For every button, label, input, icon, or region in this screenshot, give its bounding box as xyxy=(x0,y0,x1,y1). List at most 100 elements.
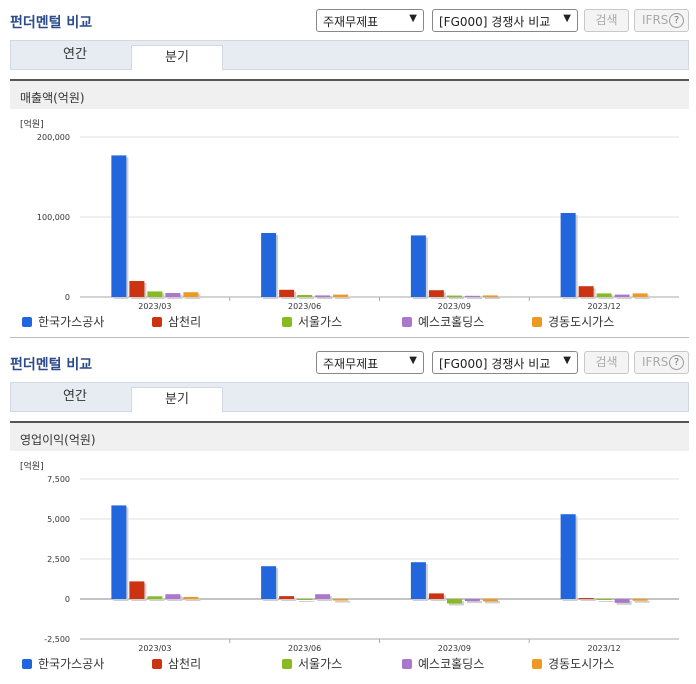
tab-quarterly[interactable]: 분기 xyxy=(131,45,223,71)
compare-select[interactable]: [FG000] 경쟁사 비교 ▼ xyxy=(432,351,578,374)
tab-quarterly[interactable]: 분기 xyxy=(131,387,223,413)
legend-label: 예스코홀딩스 xyxy=(418,315,485,329)
divider xyxy=(10,337,689,338)
x-tick-label: 2023/03 xyxy=(138,644,171,653)
legend-item[interactable]: 한국가스공사 xyxy=(22,313,104,330)
legend-label: 경동도시가스 xyxy=(548,657,615,671)
legend-item[interactable]: 예스코홀딩스 xyxy=(402,313,484,330)
ifrs-label: IFRS xyxy=(642,13,669,27)
bar xyxy=(315,295,331,297)
statement-select[interactable]: 주재무제표 ▼ xyxy=(316,351,424,374)
bar xyxy=(333,294,349,297)
chart-title: 영업이익(억원) xyxy=(20,433,96,447)
bar-shadow xyxy=(448,297,464,299)
bar xyxy=(464,295,480,297)
bar-shadow xyxy=(335,601,351,603)
bar xyxy=(111,505,127,599)
bar xyxy=(596,293,612,297)
legend-item[interactable]: 경동도시가스 xyxy=(532,655,614,672)
y-tick-label: 200,000 xyxy=(37,133,70,142)
legend-swatch xyxy=(402,317,412,327)
bar xyxy=(560,514,576,599)
bar xyxy=(129,281,145,297)
x-tick-label: 2023/06 xyxy=(288,644,321,653)
operating-profit-bar-chart: [억원] -2,500 0 2,500 5,000 7,500 2023/03 2023/06… xyxy=(20,460,679,653)
bar xyxy=(129,581,145,599)
revenue-bar-chart: [억원] 0 100,000 200,000 2023/03 2023/06 2023/09… xyxy=(20,118,679,311)
legend-label: 삼천리 xyxy=(168,315,202,329)
bar xyxy=(578,286,594,297)
x-tick-label: 2023/06 xyxy=(288,302,321,311)
bar xyxy=(165,594,181,599)
statement-select[interactable]: 주재무제표 ▼ xyxy=(316,9,424,32)
bar-shadow xyxy=(299,601,315,602)
chevron-down-icon: ▼ xyxy=(409,355,417,366)
legend-swatch xyxy=(152,659,162,669)
legend-item[interactable]: 경동도시가스 xyxy=(532,313,614,330)
y-tick-label: 7,500 xyxy=(47,475,70,484)
help-icon: ? xyxy=(669,355,684,370)
y-tick-label: -2,500 xyxy=(44,635,70,644)
period-tabs: 연간 분기 xyxy=(10,382,689,413)
statement-select-value: 주재무제표 xyxy=(323,357,379,371)
bar-shadow xyxy=(580,600,596,602)
x-tick-label: 2023/12 xyxy=(588,302,621,311)
legend-item[interactable]: 한국가스공사 xyxy=(22,655,104,672)
chevron-down-icon: ▼ xyxy=(563,13,571,24)
bar-shadow xyxy=(335,296,351,299)
legend-label: 한국가스공사 xyxy=(38,657,105,671)
bar xyxy=(428,290,444,297)
bar xyxy=(632,599,648,601)
bar xyxy=(111,155,127,297)
fundamental-section-revenue: 펀더멘털 비교 주재무제표 ▼ [FG000] 경쟁사 비교 ▼ 검색 IFRS… xyxy=(10,9,689,338)
bar xyxy=(614,599,630,603)
y-axis-label: [억원] xyxy=(20,460,44,472)
ifrs-button[interactable]: IFRS ? xyxy=(634,351,689,374)
legend-swatch xyxy=(282,317,292,327)
compare-select[interactable]: [FG000] 경쟁사 비교 ▼ xyxy=(432,9,578,32)
bar xyxy=(261,233,277,297)
bar xyxy=(297,599,313,600)
bar xyxy=(279,289,295,297)
bar xyxy=(446,295,462,297)
search-button[interactable]: 검색 xyxy=(584,9,629,32)
tab-annual[interactable]: 연간 xyxy=(63,389,87,404)
bar xyxy=(183,292,199,297)
legend-label: 한국가스공사 xyxy=(38,315,105,329)
legend-label: 경동도시가스 xyxy=(548,315,615,329)
y-axis-label: [억원] xyxy=(20,118,44,130)
ifrs-label: IFRS xyxy=(642,355,669,369)
help-icon: ? xyxy=(669,13,684,28)
chevron-down-icon: ▼ xyxy=(409,13,417,24)
y-tick-label: 5,000 xyxy=(47,515,70,524)
legend-item[interactable]: 예스코홀딩스 xyxy=(402,655,484,672)
chart-title: 매출액(억원) xyxy=(20,91,85,105)
bar-shadow xyxy=(616,296,632,299)
bar xyxy=(428,593,444,599)
bar-shadow xyxy=(484,297,500,299)
legend-item[interactable]: 삼천리 xyxy=(152,655,201,672)
bar xyxy=(410,235,426,297)
legend-swatch xyxy=(532,659,542,669)
bar xyxy=(578,598,594,600)
bar xyxy=(279,596,295,599)
y-tick-label: 0 xyxy=(65,293,70,302)
legend-item[interactable]: 삼천리 xyxy=(152,313,201,330)
legend-item[interactable]: 서울가스 xyxy=(282,655,342,672)
period-tabs: 연간 분기 xyxy=(10,40,689,71)
legend-swatch xyxy=(282,659,292,669)
bar xyxy=(333,599,349,601)
ifrs-button[interactable]: IFRS ? xyxy=(634,9,689,32)
bar xyxy=(464,599,480,602)
legend-item[interactable]: 서울가스 xyxy=(282,313,342,330)
bar-shadow xyxy=(634,601,650,603)
fundamental-section-operating-profit: 펀더멘털 비교 주재무제표 ▼ [FG000] 경쟁사 비교 ▼ 검색 IFRS… xyxy=(0,342,696,684)
bar xyxy=(147,596,163,599)
search-button[interactable]: 검색 xyxy=(584,351,629,374)
bar xyxy=(632,293,648,297)
tab-annual[interactable]: 연간 xyxy=(63,47,87,62)
legend-swatch xyxy=(22,317,32,327)
bar xyxy=(410,562,426,599)
bar-shadow xyxy=(634,295,650,299)
bar-shadow xyxy=(317,297,333,299)
